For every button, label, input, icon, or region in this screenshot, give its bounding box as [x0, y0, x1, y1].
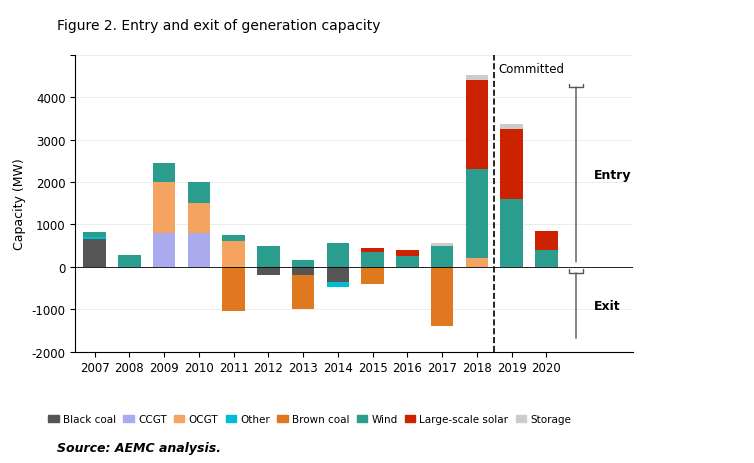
Bar: [361, 248, 384, 252]
Bar: [118, 256, 140, 267]
Bar: [535, 231, 558, 250]
Bar: [188, 204, 210, 233]
Bar: [153, 163, 176, 182]
Bar: [431, 246, 453, 267]
Bar: [501, 130, 523, 200]
Bar: [292, 261, 314, 267]
Bar: [153, 182, 176, 233]
Bar: [361, 252, 384, 267]
Bar: [466, 259, 489, 267]
Bar: [326, 282, 349, 288]
Bar: [396, 250, 418, 257]
Text: Exit: Exit: [593, 300, 620, 313]
Bar: [83, 238, 106, 240]
Bar: [292, 275, 314, 310]
Bar: [466, 170, 489, 259]
Bar: [326, 267, 349, 282]
Bar: [431, 267, 453, 326]
Bar: [361, 267, 384, 284]
Bar: [292, 267, 314, 275]
Bar: [188, 182, 210, 204]
Bar: [535, 250, 558, 267]
Bar: [257, 267, 280, 275]
Text: Figure 2. Entry and exit of generation capacity: Figure 2. Entry and exit of generation c…: [57, 19, 380, 32]
Bar: [222, 236, 245, 242]
Bar: [466, 81, 489, 170]
Bar: [501, 125, 523, 130]
Bar: [83, 240, 106, 267]
Bar: [222, 242, 245, 267]
Legend: Black coal, CCGT, OCGT, Other, Brown coal, Wind, Large-scale solar, Storage: Black coal, CCGT, OCGT, Other, Brown coa…: [44, 410, 575, 429]
Y-axis label: Capacity (MW): Capacity (MW): [13, 158, 26, 250]
Bar: [326, 244, 349, 267]
Bar: [222, 267, 245, 312]
Bar: [501, 200, 523, 267]
Bar: [188, 233, 210, 267]
Bar: [153, 233, 176, 267]
Bar: [466, 76, 489, 81]
Bar: [431, 244, 453, 246]
Bar: [257, 247, 280, 267]
Text: Entry: Entry: [593, 169, 631, 181]
Bar: [83, 232, 106, 238]
Text: Source: AEMC analysis.: Source: AEMC analysis.: [57, 441, 221, 454]
Text: Committed: Committed: [498, 63, 565, 76]
Bar: [396, 257, 418, 267]
